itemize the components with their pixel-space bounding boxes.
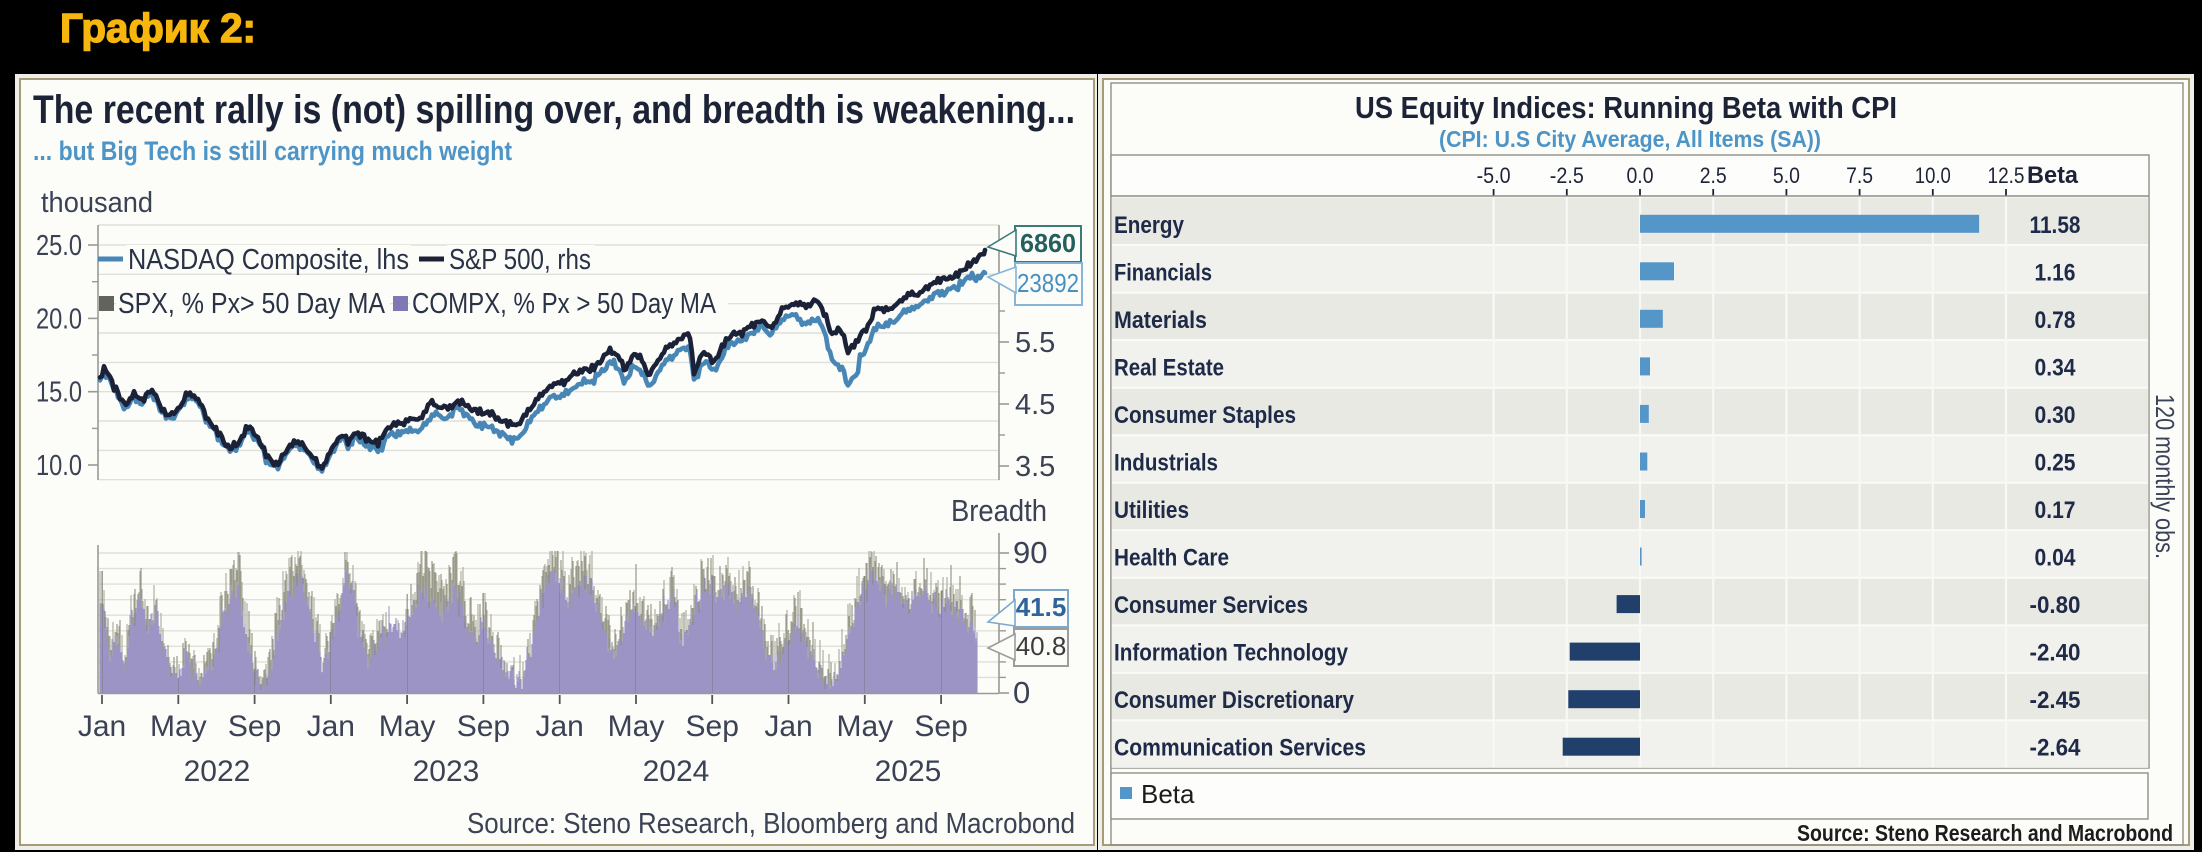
svg-text:NASDAQ Composite, lhs: NASDAQ Composite, lhs bbox=[128, 244, 409, 276]
svg-text:US Equity Indices: Running Bet: US Equity Indices: Running Beta with CPI bbox=[1355, 90, 1897, 125]
svg-text:Real Estate: Real Estate bbox=[1114, 354, 1224, 381]
svg-text:May: May bbox=[150, 710, 207, 743]
svg-text:0.78: 0.78 bbox=[2035, 307, 2076, 334]
svg-text:Beta: Beta bbox=[2027, 162, 2079, 189]
svg-text:2022: 2022 bbox=[184, 755, 251, 788]
svg-text:May: May bbox=[836, 710, 893, 743]
svg-text:0: 0 bbox=[1013, 675, 1030, 710]
svg-text:(CPI: U.S City Average, All It: (CPI: U.S City Average, All Items (SA)) bbox=[1439, 126, 1821, 152]
svg-text:5.5: 5.5 bbox=[1015, 327, 1055, 359]
svg-text:2023: 2023 bbox=[413, 755, 480, 788]
svg-text:0.0: 0.0 bbox=[1627, 163, 1654, 188]
svg-text:Jan: Jan bbox=[764, 710, 812, 743]
svg-text:15.0: 15.0 bbox=[36, 377, 82, 409]
svg-text:0.17: 0.17 bbox=[2035, 497, 2076, 524]
svg-text:Energy: Energy bbox=[1114, 212, 1185, 239]
svg-text:COMPX, % Px > 50 Day MA: COMPX, % Px > 50 Day MA bbox=[412, 288, 717, 320]
svg-text:41.5: 41.5 bbox=[1016, 592, 1067, 622]
svg-text:Consumer Staples: Consumer Staples bbox=[1114, 402, 1296, 429]
svg-text:0.04: 0.04 bbox=[2035, 545, 2077, 572]
svg-text:-2.40: -2.40 bbox=[2030, 640, 2081, 667]
svg-text:7.5: 7.5 bbox=[1846, 163, 1873, 188]
svg-text:2.5: 2.5 bbox=[1700, 163, 1727, 188]
svg-text:Financials: Financials bbox=[1114, 259, 1212, 286]
svg-text:3.5: 3.5 bbox=[1015, 451, 1055, 483]
svg-text:Jan: Jan bbox=[78, 710, 126, 743]
svg-text:May: May bbox=[608, 710, 665, 743]
svg-text:12.5: 12.5 bbox=[1988, 163, 2025, 188]
svg-text:10.0: 10.0 bbox=[1915, 163, 1951, 188]
svg-text:11.58: 11.58 bbox=[2030, 212, 2081, 239]
svg-text:0.30: 0.30 bbox=[2035, 402, 2076, 429]
svg-text:Jan: Jan bbox=[536, 710, 584, 743]
svg-text:Materials: Materials bbox=[1114, 307, 1207, 334]
svg-text:Communication Services: Communication Services bbox=[1114, 735, 1366, 762]
svg-text:Source: Steno Research, Bloomb: Source: Steno Research, Bloomberg and Ma… bbox=[467, 808, 1075, 840]
svg-text:5.0: 5.0 bbox=[1773, 163, 1800, 188]
svg-text:20.0: 20.0 bbox=[36, 303, 82, 335]
svg-text:23892: 23892 bbox=[1017, 268, 1079, 298]
svg-text:Industrials: Industrials bbox=[1114, 450, 1218, 477]
svg-text:Sep: Sep bbox=[228, 710, 281, 743]
svg-text:25.0: 25.0 bbox=[36, 230, 82, 262]
svg-text:SPX, % Px> 50 Day MA: SPX, % Px> 50 Day MA bbox=[118, 288, 386, 320]
svg-text:Jan: Jan bbox=[307, 710, 355, 743]
svg-text:Consumer Services: Consumer Services bbox=[1114, 592, 1308, 619]
svg-text:S&P 500, rhs: S&P 500, rhs bbox=[449, 244, 591, 276]
svg-text:0.25: 0.25 bbox=[2035, 450, 2076, 477]
svg-text:Consumer Discretionary: Consumer Discretionary bbox=[1114, 687, 1355, 714]
svg-text:-2.64: -2.64 bbox=[2030, 735, 2082, 762]
svg-text:May: May bbox=[379, 710, 436, 743]
svg-text:thousand: thousand bbox=[41, 187, 153, 219]
svg-text:Health Care: Health Care bbox=[1114, 545, 1229, 572]
svg-text:Information Technology: Information Technology bbox=[1114, 640, 1349, 667]
svg-text:Breadth: Breadth bbox=[951, 493, 1047, 528]
svg-text:Beta: Beta bbox=[1141, 779, 1195, 809]
svg-text:1.16: 1.16 bbox=[2035, 259, 2076, 286]
svg-text:-0.80: -0.80 bbox=[2030, 592, 2081, 619]
svg-text:-2.5: -2.5 bbox=[1550, 163, 1584, 188]
svg-text:... but Big Tech is still carr: ... but Big Tech is still carrying much … bbox=[33, 136, 512, 166]
svg-text:-5.0: -5.0 bbox=[1477, 163, 1511, 188]
svg-text:The recent rally is (not) spil: The recent rally is (not) spilling over,… bbox=[33, 88, 1075, 132]
svg-text:6860: 6860 bbox=[1020, 228, 1076, 258]
svg-text:2024: 2024 bbox=[643, 755, 710, 788]
svg-text:Utilities: Utilities bbox=[1114, 497, 1189, 524]
svg-text:10.0: 10.0 bbox=[36, 450, 82, 482]
svg-text:-2.45: -2.45 bbox=[2030, 687, 2081, 714]
svg-text:Sep: Sep bbox=[686, 710, 739, 743]
svg-text:Source: Steno Research and Mac: Source: Steno Research and Macrobond bbox=[1797, 820, 2173, 846]
svg-text:4.5: 4.5 bbox=[1015, 389, 1055, 421]
svg-text:Sep: Sep bbox=[457, 710, 510, 743]
svg-text:График 2:: График 2: bbox=[60, 5, 256, 51]
svg-text:40.8: 40.8 bbox=[1016, 631, 1067, 661]
svg-text:90: 90 bbox=[1013, 535, 1047, 570]
svg-text:120 monthly obs.: 120 monthly obs. bbox=[2150, 394, 2180, 559]
svg-text:Sep: Sep bbox=[914, 710, 967, 743]
svg-text:0.34: 0.34 bbox=[2035, 354, 2077, 381]
svg-text:2025: 2025 bbox=[875, 755, 942, 788]
